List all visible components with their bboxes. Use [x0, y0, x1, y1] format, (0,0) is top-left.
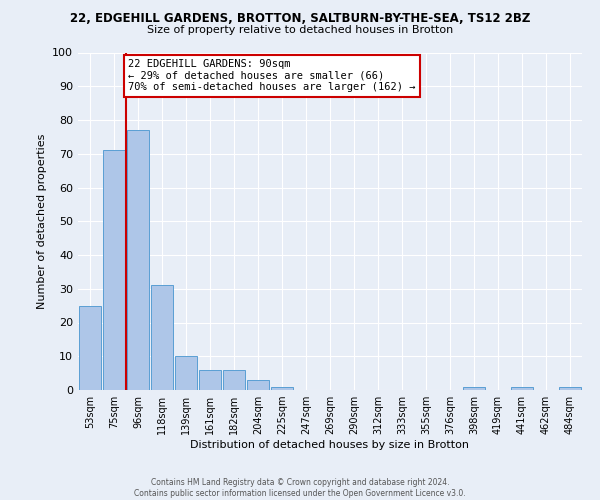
Bar — [463, 386, 485, 390]
Bar — [79, 306, 101, 390]
Text: Contains HM Land Registry data © Crown copyright and database right 2024.
Contai: Contains HM Land Registry data © Crown c… — [134, 478, 466, 498]
X-axis label: Distribution of detached houses by size in Brotton: Distribution of detached houses by size … — [191, 440, 470, 450]
Bar — [247, 380, 269, 390]
Bar — [103, 150, 125, 390]
Bar — [271, 386, 293, 390]
Bar — [223, 370, 245, 390]
Text: 22 EDGEHILL GARDENS: 90sqm
← 29% of detached houses are smaller (66)
70% of semi: 22 EDGEHILL GARDENS: 90sqm ← 29% of deta… — [128, 59, 416, 92]
Bar — [559, 386, 581, 390]
Text: Size of property relative to detached houses in Brotton: Size of property relative to detached ho… — [147, 25, 453, 35]
Bar — [199, 370, 221, 390]
Bar — [175, 356, 197, 390]
Bar — [511, 386, 533, 390]
Y-axis label: Number of detached properties: Number of detached properties — [37, 134, 47, 309]
Text: 22, EDGEHILL GARDENS, BROTTON, SALTBURN-BY-THE-SEA, TS12 2BZ: 22, EDGEHILL GARDENS, BROTTON, SALTBURN-… — [70, 12, 530, 26]
Bar — [151, 286, 173, 390]
Bar — [127, 130, 149, 390]
